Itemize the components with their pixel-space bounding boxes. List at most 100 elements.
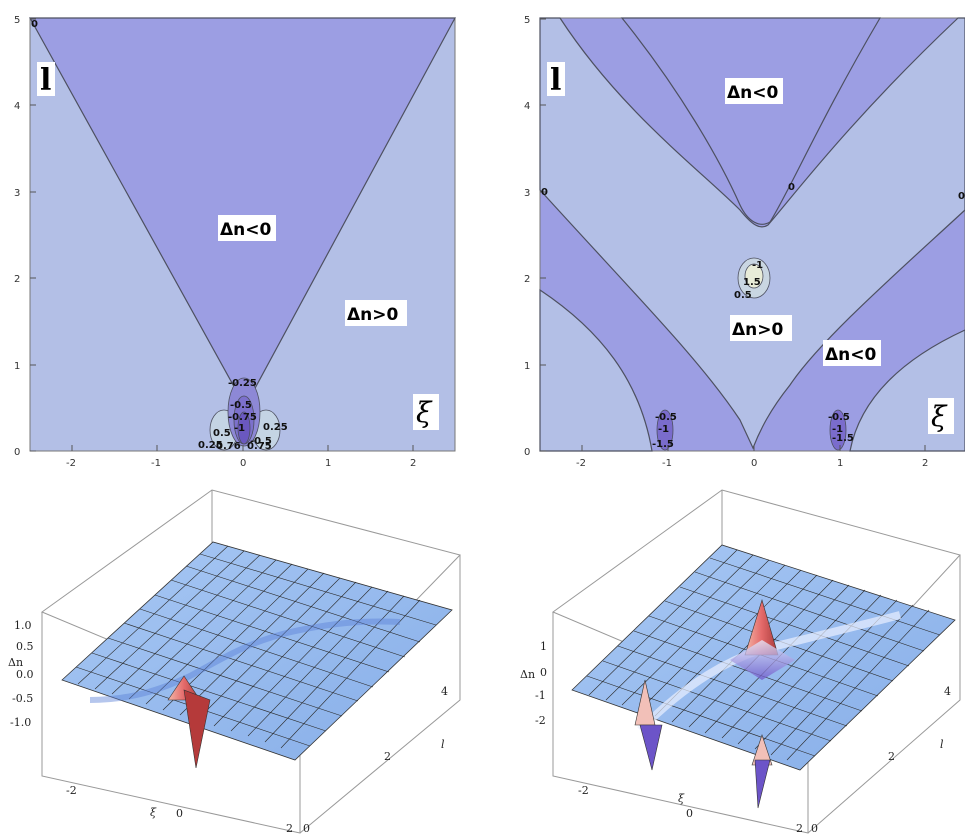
surface-spike-left-trough (639, 724, 663, 771)
surface-plot-left: 1.0 0.5 0.0 -0.5 -1.0 Δn -2 0 2 ξ 0 2 4 … (8, 489, 461, 835)
x-ticks-left (71, 445, 414, 451)
x-tick-label: 1 (837, 458, 843, 469)
negative-inner-hyperbola (620, 17, 882, 225)
y-tick-label: 5 (524, 15, 530, 26)
region-label-box (345, 300, 407, 326)
y-tick-label: 0 (303, 822, 310, 835)
z-tick-label: 0 (540, 666, 547, 679)
x-tick-label: 0 (240, 458, 246, 469)
surface-spike-center-base (730, 640, 795, 680)
z-tick-label: 1 (540, 640, 547, 653)
region-label-negative-right: Δn<0 (825, 345, 877, 365)
contour-label: 0.25 (198, 440, 223, 451)
contour-label: -1 (832, 424, 843, 435)
contour-label: 0.5 (734, 290, 752, 301)
contour-label: -0.5 (828, 412, 850, 423)
contour-label: 0 (31, 19, 38, 30)
contour-label: 0.75 (247, 441, 272, 452)
y-tick-label: 4 (524, 101, 530, 112)
contour-plot-left: -2 -1 0 1 2 0 1 2 3 4 5 0 -0.25 -0.5 -0.… (14, 15, 457, 469)
y-tick-label: 4 (944, 685, 951, 698)
axis-letter-box (37, 62, 55, 96)
y-tick-label: 5 (14, 15, 20, 26)
region-label-negative: Δn<0 (220, 220, 272, 240)
contour-label: 0.25 (263, 422, 288, 433)
y-ticks-right (540, 18, 546, 452)
contour-label: -1 (234, 423, 245, 434)
x-axis-label: ξ (678, 792, 685, 805)
z-axis-label: Δn (8, 656, 23, 669)
x-tick-label: 1 (325, 458, 331, 469)
region-label-box (730, 315, 792, 341)
contour-label: 0.5 (213, 428, 231, 439)
z-axis-label: Δn (520, 668, 535, 681)
surface-spike-right-trough (754, 759, 771, 809)
axis-letter-box (547, 62, 565, 96)
z-tick-label: -2 (535, 714, 546, 727)
contour-label: 1.5 (743, 277, 761, 288)
y-tick-label: 0 (14, 447, 20, 458)
x-tick-label: -2 (576, 458, 586, 469)
contour-spike-right (829, 409, 847, 451)
x-ticks-right (581, 445, 926, 451)
contour-label: -0.5 (655, 412, 677, 423)
axis-letter-box (928, 398, 954, 434)
y-tick-label: 4 (14, 101, 20, 112)
x-tick-label: 0 (751, 458, 757, 469)
contour-center-bump-inner (744, 263, 764, 289)
z-tick-label: 1.0 (14, 619, 32, 632)
region-label-positive: Δn>0 (732, 320, 784, 340)
region-label-box (823, 340, 881, 366)
y-tick-label: 2 (384, 750, 391, 763)
region-label-box (725, 78, 783, 104)
x-tick-label: -1 (662, 458, 672, 469)
x-tick-label: 2 (410, 458, 416, 469)
x-tick-label: -2 (578, 784, 589, 797)
axis-letter-box (413, 394, 439, 430)
z-tick-label: -1 (535, 689, 546, 702)
y-tick-label: 2 (888, 750, 895, 763)
x-tick-label: 0 (686, 807, 693, 820)
y-axis-label: l (940, 738, 944, 751)
contour-label: -0.5 (250, 436, 272, 447)
y-tick-label: 4 (441, 685, 448, 698)
y-tick-label: 3 (524, 188, 530, 199)
x-axis-label: ξ (150, 806, 157, 819)
surface-sheet-left (61, 541, 453, 761)
axis-letter-horizontal: ξ (416, 396, 433, 429)
surface-trench-left (89, 618, 401, 703)
contour-spike-left (656, 409, 674, 451)
positive-band-left-bottom (539, 288, 653, 452)
surface-grid-left (75, 545, 437, 749)
x-tick-label: -2 (66, 458, 76, 469)
y-tick-label: 3 (14, 188, 20, 199)
contour-ring-3 (237, 411, 251, 445)
axis-letter-vertical: l (550, 63, 561, 98)
y-tick-label: 2 (14, 274, 20, 285)
contour-label: -1 (752, 260, 763, 271)
x-tick-label: -2 (66, 784, 77, 797)
x-tick-label: 2 (286, 822, 293, 835)
x-tick-label: 0 (176, 807, 183, 820)
region-label-box (218, 215, 276, 241)
contour-label: 0 (788, 182, 795, 193)
contour-plot-right: -2 -1 0 1 2 0 1 2 3 4 5 0 0 0 -1 1.5 0.5… (524, 15, 965, 469)
contour-label: -0.5 (230, 400, 252, 411)
contour-label: -0.25 (228, 378, 257, 389)
contour-label: 0.76 (216, 441, 241, 452)
x-tick-label: 2 (922, 458, 928, 469)
contour-label: 0 (958, 191, 965, 202)
z-tick-label: -1.0 (10, 716, 31, 729)
contour-label: -0.75 (228, 412, 257, 423)
axis-letter-horizontal: ξ (931, 400, 948, 433)
axis-letter-vertical: l (40, 63, 51, 98)
contour-label: -1.5 (652, 439, 674, 450)
surface-grid-right (586, 549, 941, 761)
y-tick-label: 1 (14, 361, 20, 372)
x-tick-label: -1 (151, 458, 161, 469)
z-tick-label: -0.5 (12, 692, 33, 705)
y-tick-label: 0 (811, 822, 818, 835)
contour-label: 0 (541, 187, 548, 198)
region-label-positive: Δn>0 (347, 305, 399, 325)
